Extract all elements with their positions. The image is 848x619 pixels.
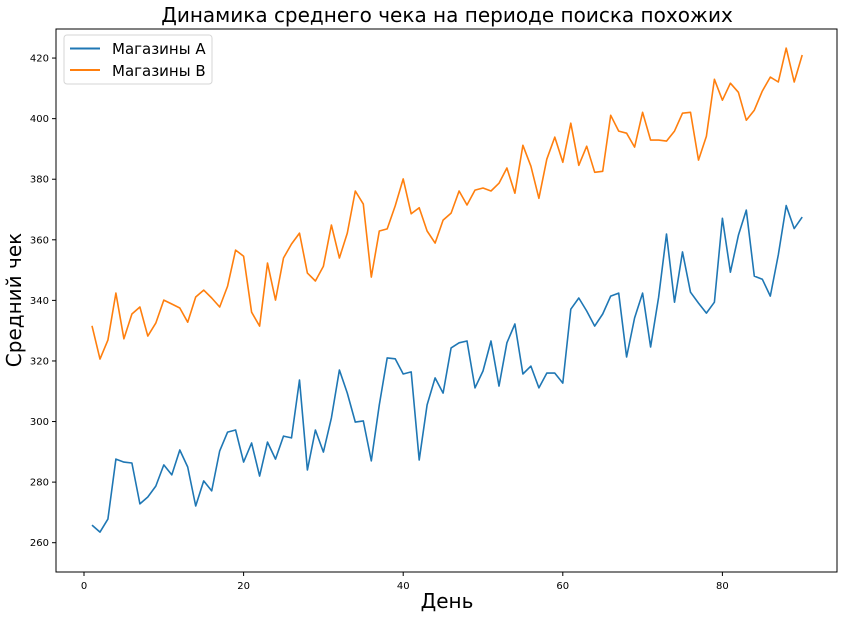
x-tick-label: 40 (397, 581, 410, 592)
x-tick-label: 20 (237, 581, 250, 592)
x-axis: 0 20 40 60 80 (81, 572, 729, 592)
series-line-magaziny-a (91, 204, 803, 533)
y-tick-label: 260 (30, 538, 49, 549)
x-axis-label: День (421, 589, 474, 613)
series-lines (91, 47, 803, 533)
legend-label-magaziny-b: Магазины B (112, 62, 206, 80)
series-line-magaziny-b (91, 47, 803, 360)
y-tick-label: 280 (30, 478, 49, 489)
y-axis: 260 280 300 320 340 360 380 400 420 (30, 54, 56, 549)
y-tick-label: 420 (30, 54, 49, 65)
y-axis-label: Средний чек (2, 233, 26, 367)
chart-title: Динамика среднего чека на периоде поиска… (161, 3, 733, 27)
legend-label-magaziny-a: Магазины A (112, 40, 206, 58)
y-tick-label: 320 (30, 356, 49, 367)
plot-area (55, 28, 838, 573)
y-tick-label: 380 (30, 175, 49, 186)
axes-background (56, 29, 837, 572)
y-tick-label: 300 (30, 417, 49, 428)
y-tick-label: 400 (30, 114, 49, 125)
y-tick-label: 340 (30, 296, 49, 307)
x-tick-label: 0 (81, 581, 87, 592)
legend-box (63, 34, 213, 85)
legend: Магазины A Магазины B (63, 34, 213, 85)
x-tick-label: 60 (556, 581, 569, 592)
y-tick-label: 360 (30, 235, 49, 246)
x-tick-label: 80 (716, 581, 729, 592)
